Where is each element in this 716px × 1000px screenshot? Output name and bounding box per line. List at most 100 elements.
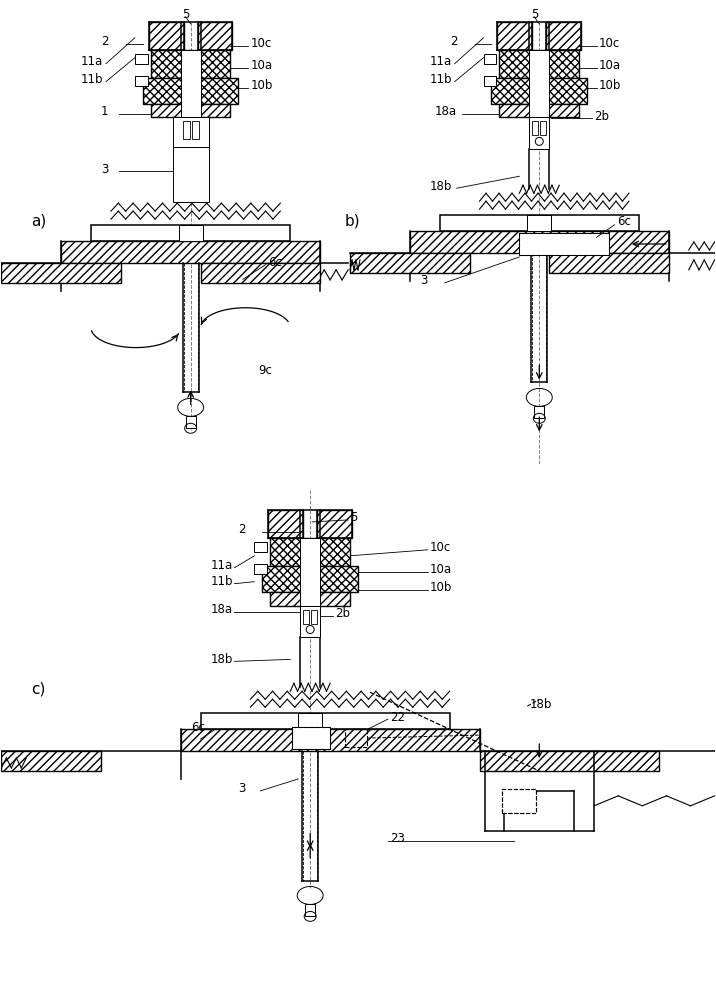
- Text: 10a: 10a: [251, 59, 273, 72]
- Bar: [185, 416, 195, 428]
- Bar: [483, 54, 496, 64]
- Bar: [135, 54, 147, 64]
- Text: a): a): [32, 214, 47, 229]
- Bar: [149, 22, 184, 50]
- Bar: [503, 789, 536, 813]
- Text: 10c: 10c: [251, 37, 271, 50]
- Text: 5: 5: [531, 8, 538, 21]
- Bar: [254, 542, 267, 552]
- Text: 11b: 11b: [430, 73, 453, 86]
- Bar: [519, 233, 609, 255]
- Text: 10a: 10a: [430, 563, 452, 576]
- Bar: [498, 22, 532, 50]
- Bar: [440, 215, 639, 231]
- Text: 10b: 10b: [599, 79, 621, 92]
- Text: 18a: 18a: [211, 603, 233, 616]
- Bar: [311, 610, 317, 624]
- Bar: [529, 117, 549, 149]
- Bar: [410, 231, 669, 253]
- Text: 23: 23: [390, 832, 405, 845]
- Bar: [546, 22, 581, 50]
- Bar: [528, 215, 551, 231]
- Bar: [300, 606, 320, 637]
- Text: 1: 1: [101, 105, 109, 118]
- Text: 2: 2: [450, 35, 457, 48]
- Bar: [271, 538, 350, 566]
- Bar: [173, 117, 208, 147]
- Bar: [350, 253, 470, 273]
- Bar: [151, 104, 231, 117]
- Text: 6c: 6c: [617, 215, 631, 228]
- Bar: [303, 610, 309, 624]
- Bar: [299, 713, 322, 729]
- Bar: [480, 751, 659, 771]
- Bar: [541, 121, 546, 135]
- Bar: [534, 406, 544, 418]
- Text: 5: 5: [350, 511, 357, 524]
- Text: 11b: 11b: [211, 575, 233, 588]
- Bar: [305, 904, 315, 916]
- Bar: [317, 510, 352, 538]
- Text: 6c: 6c: [268, 256, 282, 269]
- Bar: [173, 147, 208, 202]
- Text: 2: 2: [238, 523, 246, 536]
- Text: 2: 2: [101, 35, 109, 48]
- Text: 11a: 11a: [81, 55, 103, 68]
- Bar: [61, 241, 320, 263]
- Text: 9c: 9c: [258, 364, 272, 377]
- Text: 18a: 18a: [435, 105, 457, 118]
- Circle shape: [536, 137, 543, 145]
- Text: 5: 5: [182, 8, 189, 21]
- Bar: [135, 76, 147, 86]
- Text: 3: 3: [420, 274, 427, 287]
- Text: 10b: 10b: [251, 79, 273, 92]
- Text: 10c: 10c: [430, 541, 451, 554]
- Bar: [500, 50, 579, 78]
- Bar: [300, 538, 320, 606]
- Bar: [200, 263, 320, 283]
- Bar: [292, 727, 330, 749]
- Bar: [180, 729, 480, 751]
- Bar: [500, 104, 579, 117]
- Bar: [532, 121, 538, 135]
- Bar: [91, 225, 290, 241]
- Bar: [254, 564, 267, 574]
- Text: b): b): [345, 214, 361, 229]
- Text: 11b: 11b: [81, 73, 104, 86]
- Bar: [345, 729, 367, 747]
- Text: 18b: 18b: [211, 653, 233, 666]
- Bar: [529, 50, 549, 117]
- Bar: [519, 233, 609, 255]
- Text: 6c: 6c: [190, 721, 205, 734]
- Text: 3: 3: [101, 163, 108, 176]
- Bar: [483, 76, 496, 86]
- Circle shape: [306, 626, 314, 633]
- Bar: [151, 50, 231, 78]
- Text: 10a: 10a: [599, 59, 621, 72]
- Text: 18b: 18b: [529, 698, 552, 711]
- Text: 10b: 10b: [430, 581, 452, 594]
- Bar: [198, 22, 233, 50]
- Text: 11a: 11a: [211, 559, 233, 572]
- Text: 10c: 10c: [599, 37, 620, 50]
- Bar: [142, 78, 238, 104]
- Bar: [200, 713, 450, 729]
- Bar: [262, 566, 358, 592]
- Text: 18b: 18b: [430, 180, 452, 193]
- Text: 22: 22: [390, 711, 405, 724]
- Text: 2b: 2b: [594, 110, 609, 123]
- Text: 3: 3: [238, 782, 246, 795]
- Text: 2b: 2b: [335, 607, 350, 620]
- Bar: [268, 510, 303, 538]
- Bar: [491, 78, 587, 104]
- Bar: [192, 121, 198, 139]
- Bar: [1, 751, 101, 771]
- Bar: [549, 253, 669, 273]
- Bar: [180, 50, 200, 117]
- Bar: [503, 789, 536, 813]
- Bar: [292, 727, 330, 749]
- Text: 11a: 11a: [430, 55, 452, 68]
- Bar: [183, 121, 190, 139]
- Bar: [1, 263, 121, 283]
- Bar: [271, 592, 350, 606]
